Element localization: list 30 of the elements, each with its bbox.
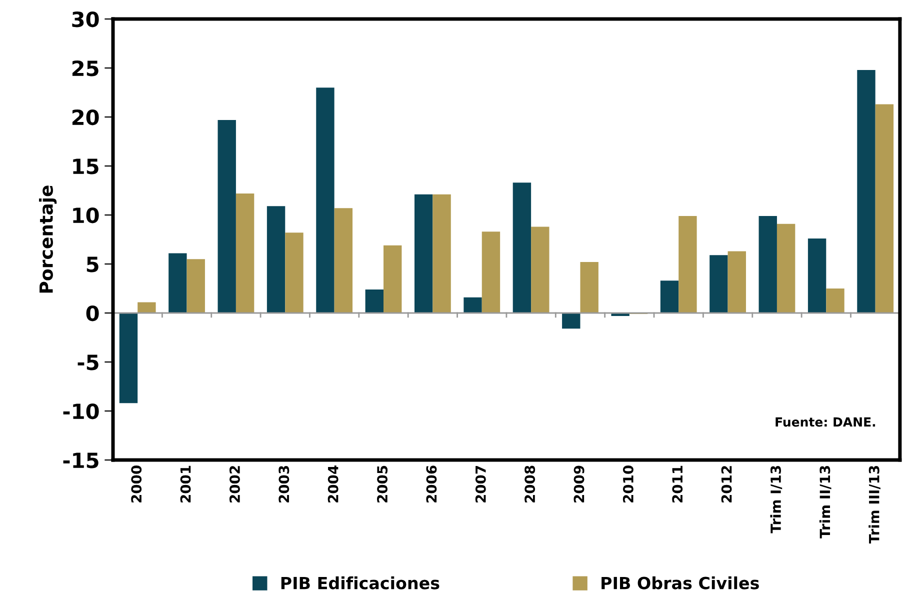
y-tick-label: -10: [63, 403, 99, 420]
x-tick-label: Trim I/13: [770, 466, 782, 534]
x-tick-label: 2008: [524, 466, 536, 502]
y-tick-label: 0: [86, 305, 99, 322]
x-tick-label: 2007: [475, 466, 486, 502]
y-tick-label: 10: [73, 207, 99, 224]
annotation: Fuente: DANE.: [776, 417, 876, 427]
x-tick-label: 2006: [426, 466, 437, 502]
legend-label: PIB Obras Civiles: [602, 576, 759, 590]
y-tick-label: 15: [73, 158, 98, 174]
x-tick-label: 2000: [131, 466, 142, 502]
x-tick-label: 2002: [229, 466, 240, 502]
x-tick-label: 2012: [721, 466, 732, 502]
y-tick-label: 5: [86, 256, 98, 272]
y-tick-label: -15: [63, 452, 98, 468]
y-tick-label: 20: [72, 109, 99, 126]
x-tick-label: 2009: [574, 466, 584, 502]
x-tick-label: 2010: [622, 466, 634, 502]
x-tick-label: Trim III/13: [868, 466, 880, 544]
legend-label: PIB Edificaciones: [281, 576, 440, 590]
x-tick-label: 2005: [377, 466, 388, 502]
x-tick-label: 2001: [180, 466, 191, 502]
x-tick-label: 2003: [278, 466, 290, 502]
y-tick-label: 25: [72, 60, 98, 76]
x-tick-label: 2011: [672, 466, 683, 502]
y-tick-label: 30: [72, 11, 99, 28]
x-tick-label: 2004: [328, 466, 338, 502]
y-tick-label: -5: [78, 354, 98, 370]
y-axis-title: Porcentaje: [39, 186, 57, 293]
x-tick-label: Trim II/13: [819, 466, 832, 538]
